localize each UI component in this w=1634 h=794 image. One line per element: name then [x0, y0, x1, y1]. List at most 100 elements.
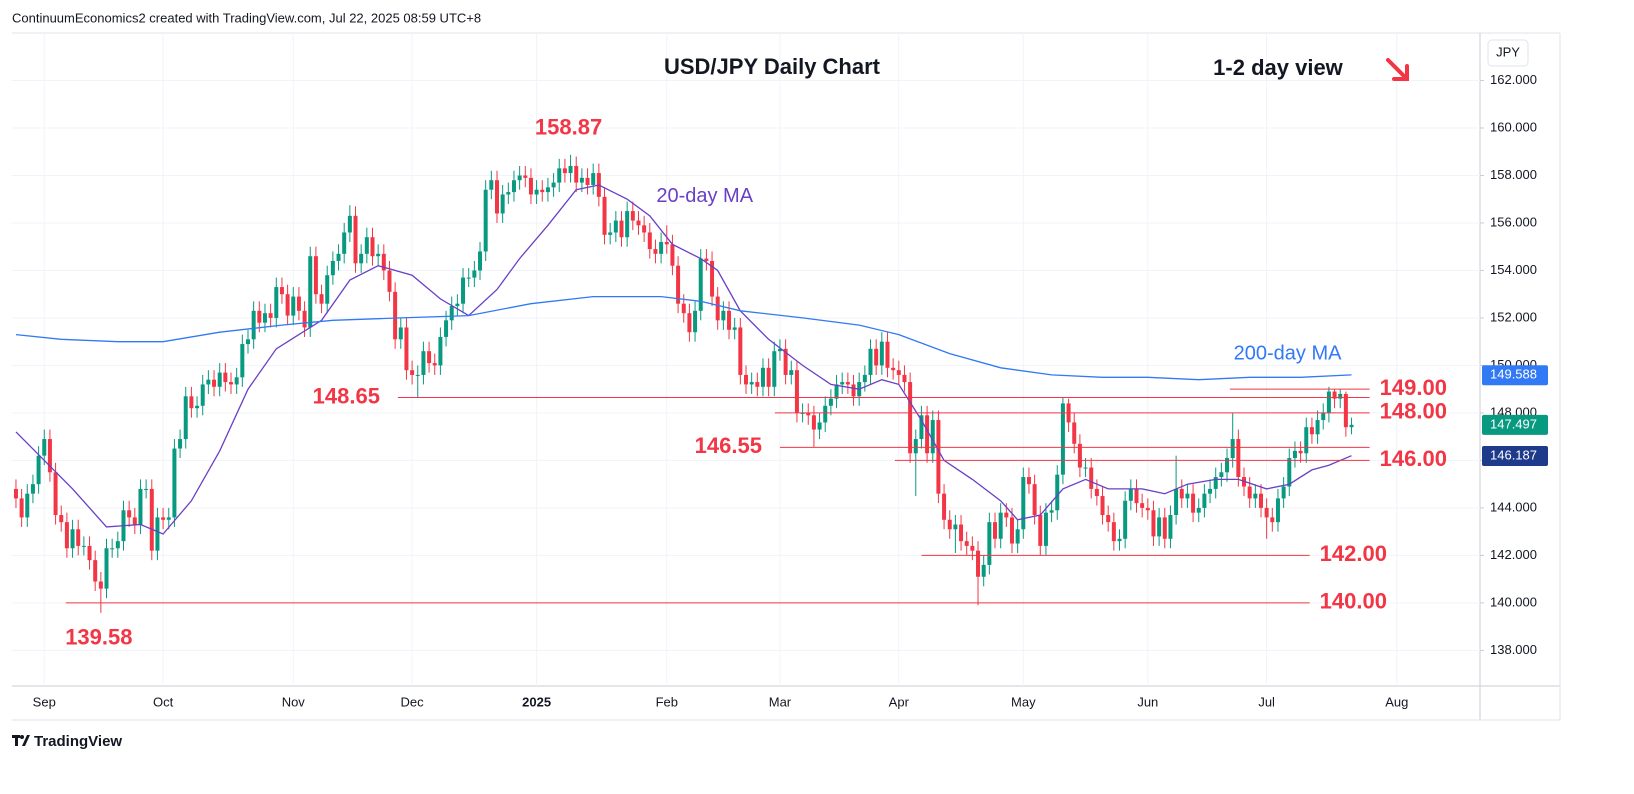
candle-body — [1185, 493, 1190, 499]
candle-body — [1174, 488, 1179, 516]
candle-body — [489, 180, 494, 190]
candle-body — [1321, 412, 1326, 421]
candle-body — [721, 310, 726, 321]
x-tick-label: Aug — [1385, 694, 1408, 709]
candle-body — [1309, 427, 1314, 435]
candle-body — [325, 275, 330, 304]
candle-body — [257, 310, 262, 323]
candle-body — [1128, 488, 1133, 501]
candle-body — [772, 351, 777, 387]
candle-body — [1049, 510, 1054, 513]
x-tick-label: Feb — [656, 694, 678, 709]
x-tick-label: Sep — [33, 694, 56, 709]
down-arrow — [1386, 58, 1409, 81]
candle-body — [806, 412, 811, 416]
candle-body — [568, 165, 573, 174]
candle-body — [1123, 500, 1128, 539]
candle-body — [874, 348, 879, 366]
candle-body — [794, 370, 799, 413]
candle-body — [1208, 488, 1213, 494]
candle-body — [98, 581, 103, 589]
candle-body — [353, 215, 358, 264]
candle-body — [891, 367, 896, 371]
candle-body — [647, 232, 652, 250]
candle-body — [755, 382, 760, 387]
candle-body — [1117, 538, 1122, 542]
candle-body — [664, 241, 669, 245]
candle-body — [879, 341, 884, 366]
candle-body — [494, 180, 499, 214]
candle-body — [1196, 507, 1201, 513]
y-tick-label: 152.000 — [1490, 309, 1537, 324]
candle-body — [251, 310, 256, 340]
candle-body — [1315, 420, 1320, 435]
candle-body — [149, 488, 154, 551]
candle-body — [212, 379, 217, 387]
candle-body — [166, 517, 171, 520]
candle-body — [234, 377, 239, 385]
candle-body — [87, 545, 92, 561]
candle-body — [364, 237, 369, 254]
candle-body — [1332, 391, 1337, 399]
candle-body — [783, 348, 788, 375]
candle-body — [1032, 484, 1037, 516]
candle-body — [908, 382, 913, 454]
price-tag — [1482, 445, 1548, 466]
candle-body — [500, 194, 505, 214]
candle-body — [1247, 486, 1252, 499]
candle-body — [1287, 458, 1292, 487]
y-tick-label: 160.000 — [1490, 119, 1537, 134]
candle-body — [693, 310, 698, 333]
candle-body — [64, 522, 69, 549]
candle-body — [172, 448, 177, 518]
x-tick-label: Apr — [889, 694, 910, 709]
x-tick-label: Jun — [1137, 694, 1158, 709]
candle-body — [291, 296, 296, 316]
candle-body — [455, 303, 460, 307]
candle-body — [1026, 477, 1031, 485]
level-label: 140.00 — [1320, 589, 1387, 614]
currency[interactable]: JPY — [1496, 44, 1520, 59]
candle-body — [749, 382, 754, 385]
candle-body — [1015, 529, 1020, 544]
candle-body — [868, 348, 873, 375]
candle-body — [25, 493, 30, 518]
x-tick-label: May — [1011, 694, 1036, 709]
candle-body — [178, 439, 183, 449]
candle-body — [862, 374, 867, 383]
candle-body — [81, 545, 86, 547]
candle-body — [53, 472, 58, 516]
candle-body — [902, 374, 907, 383]
candle-body — [70, 529, 75, 549]
candle-body — [438, 336, 443, 366]
candle-body — [636, 220, 641, 226]
candle-body — [1179, 488, 1184, 499]
candle-body — [93, 560, 98, 582]
candle-body — [1253, 493, 1258, 499]
candle-body — [1264, 507, 1269, 518]
candle-body — [727, 310, 732, 330]
candle-body — [885, 341, 890, 368]
candle-body — [296, 296, 301, 311]
candle-body — [427, 351, 432, 364]
candle-body — [59, 515, 64, 523]
candle-body — [970, 545, 975, 551]
candle-body — [1077, 443, 1082, 468]
candle-body — [517, 175, 522, 181]
candle-body — [981, 564, 986, 577]
x-tick-label: Jul — [1258, 694, 1275, 709]
candle-body — [676, 265, 681, 304]
candle-body — [540, 189, 545, 193]
candle-body — [347, 215, 352, 233]
currency-button[interactable] — [1487, 39, 1529, 67]
candle-body — [715, 296, 720, 321]
candle-body — [104, 548, 109, 589]
candle-body — [766, 367, 771, 387]
candle-body — [1134, 488, 1139, 504]
candle-body — [562, 168, 567, 174]
candle-body — [466, 277, 471, 279]
candle-body — [506, 192, 511, 195]
price-tag-label: 147.497 — [1490, 416, 1537, 431]
chart-title: USD/JPY Daily Chart — [664, 54, 881, 79]
candle-body — [449, 306, 454, 321]
